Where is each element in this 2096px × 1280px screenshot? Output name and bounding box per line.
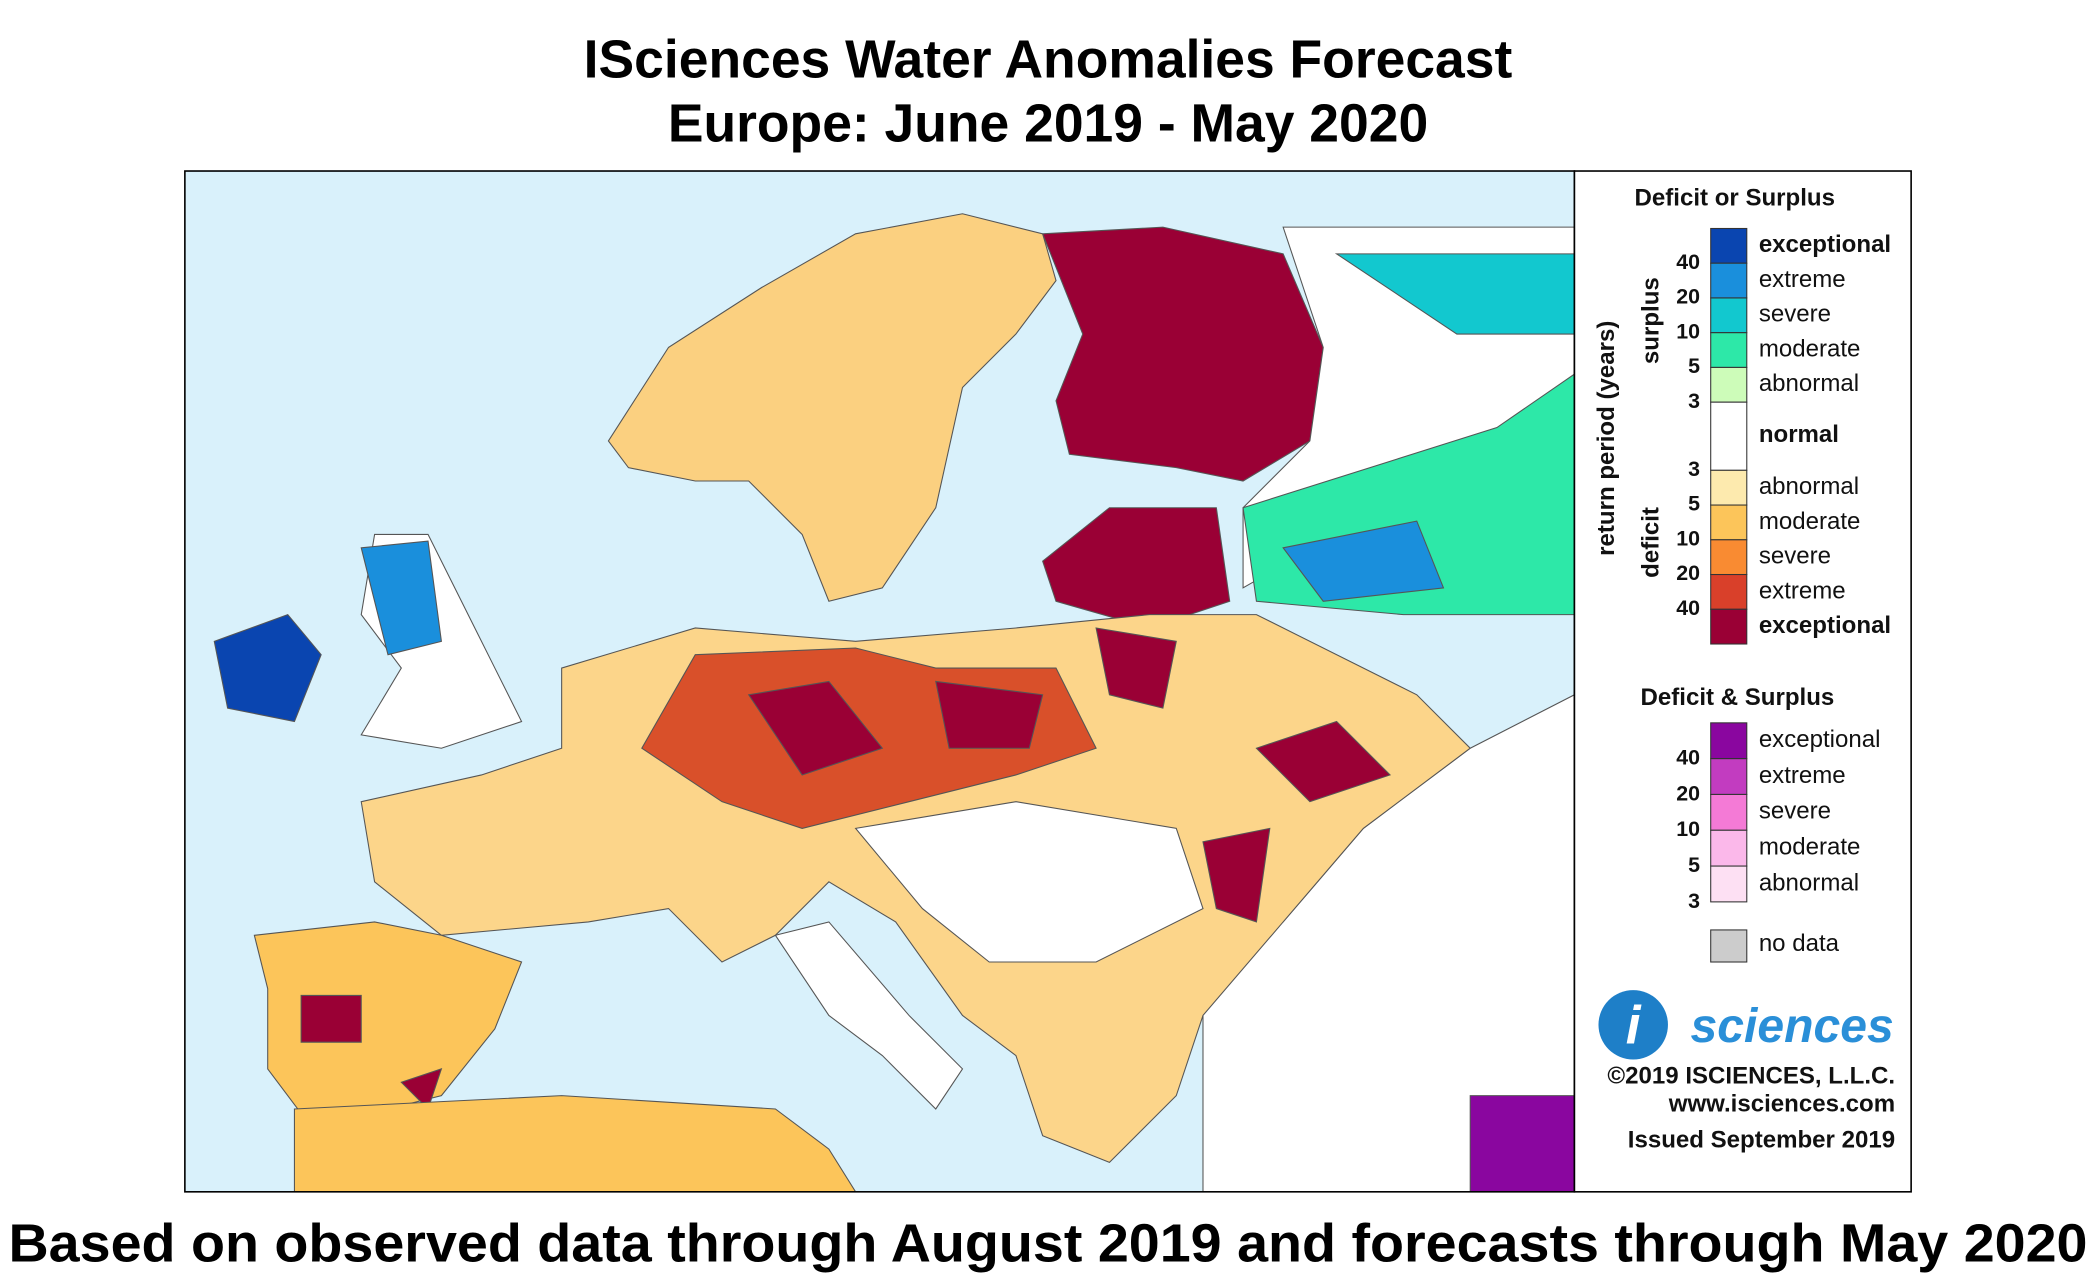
legend-label: severe [1759,301,1831,328]
legend-label: moderate [1759,508,1861,535]
website: www.isciences.com [1668,1090,1895,1117]
britain-surplus [360,540,442,656]
legend-label: moderate [1759,834,1861,861]
legend-tick: 20 [1676,285,1700,309]
north-africa [293,1095,857,1192]
middle-east-extreme [1469,1095,1575,1192]
normal-label: normal [1759,421,1839,448]
scandinavia [607,213,1057,602]
legend-label: exceptional [1759,231,1891,258]
baltics [1042,507,1231,629]
legend: Deficit or Surplus return period (years)… [1573,170,1912,1193]
legend-tick: 5 [1688,354,1700,378]
ireland [213,613,322,723]
legend-tick: 40 [1676,250,1700,274]
deficit-label: deficit [1637,507,1664,578]
legend-tick: 10 [1676,319,1700,343]
legend-tick: 3 [1688,889,1700,913]
legend-swatch [1710,608,1748,645]
legend-label: abnormal [1759,370,1859,397]
copyright: ©2019 ISCIENCES, L.L.C. [1607,1062,1895,1089]
legend-swatch [1710,829,1748,867]
legend-swatch [1710,929,1748,963]
legend-tick: 5 [1688,492,1700,516]
legend-swatch [1710,793,1748,831]
map [184,170,1576,1193]
legend-tick: 20 [1676,781,1700,805]
legend-label: extreme [1759,266,1846,293]
legend-label: severe [1759,798,1831,825]
legend-label: extreme [1759,577,1846,604]
legend-swatch [1710,865,1748,903]
north-surplus [1334,253,1575,335]
logo-name: sciences [1691,999,1894,1053]
legend-label: abnormal [1759,473,1859,500]
legend-swatch [1710,504,1748,541]
logo: i sciences [1598,990,1894,1060]
legend-tick: 5 [1688,853,1700,877]
logo-circle [1598,990,1668,1060]
finland [1041,226,1324,482]
no-data-label: no data [1759,930,1840,957]
legend-swatch [1710,401,1748,471]
italy [774,921,964,1110]
legend-tick: 10 [1676,817,1700,841]
legend-swatch [1710,573,1748,610]
exceptional-deficit [747,627,1392,923]
legend-tick: 3 [1688,389,1700,413]
legend-swatch [1710,469,1748,506]
surplus-label: surplus [1637,277,1664,364]
legend-tick: 20 [1676,561,1700,585]
title: ISciences Water Anomalies Forecast [584,30,1513,89]
legend-label: exceptional [1759,612,1891,639]
legend-label: severe [1759,543,1831,570]
legend-swatch [1710,758,1748,795]
legend-swatch [1710,332,1748,368]
legend-tick: 40 [1676,596,1700,620]
subtitle: Europe: June 2019 - May 2020 [668,95,1428,154]
iberia [253,921,523,1123]
iberia-exceptional [300,994,443,1110]
legend-label: exceptional [1759,726,1881,753]
legend-swatch [1710,262,1748,299]
axis-label: return period (years) [1593,321,1620,556]
legend-swatch [1710,366,1748,403]
legend-tick: 3 [1688,457,1700,481]
legend-swatch [1710,297,1748,334]
legend-title: Deficit or Surplus [1635,184,1835,211]
balkans [854,801,1204,963]
issued: Issued September 2019 [1628,1126,1895,1153]
legend-tick: 40 [1676,746,1700,770]
legend-swatch [1710,227,1748,264]
legend-label: moderate [1759,335,1861,362]
east-surplus-strong [1282,520,1445,602]
legend-swatch [1710,722,1748,760]
footer: Based on observed data through August 20… [9,1214,2088,1273]
legend-title: Deficit & Surplus [1641,684,1835,711]
legend-label: extreme [1759,762,1846,789]
legend-tick: 10 [1676,526,1700,550]
logo-mark: i [1626,997,1642,1056]
legend-swatch [1710,539,1748,576]
legend-label: abnormal [1759,869,1859,896]
